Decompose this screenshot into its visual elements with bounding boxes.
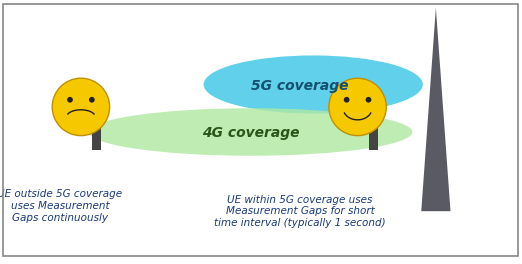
- Ellipse shape: [67, 97, 73, 103]
- Bar: [369, 124, 378, 150]
- Ellipse shape: [204, 55, 423, 114]
- Ellipse shape: [365, 97, 371, 103]
- Ellipse shape: [329, 78, 386, 136]
- Ellipse shape: [89, 108, 412, 156]
- Text: UE outside 5G coverage
uses Measurement
Gaps continuously: UE outside 5G coverage uses Measurement …: [0, 189, 123, 223]
- Text: 4G coverage: 4G coverage: [202, 126, 299, 140]
- Text: 5G coverage: 5G coverage: [252, 79, 349, 93]
- Ellipse shape: [52, 78, 110, 136]
- Ellipse shape: [89, 97, 94, 103]
- Bar: [92, 124, 101, 150]
- Text: UE within 5G coverage uses
Measurement Gaps for short
time interval (typically 1: UE within 5G coverage uses Measurement G…: [215, 195, 386, 228]
- Ellipse shape: [344, 97, 350, 103]
- Polygon shape: [421, 8, 450, 211]
